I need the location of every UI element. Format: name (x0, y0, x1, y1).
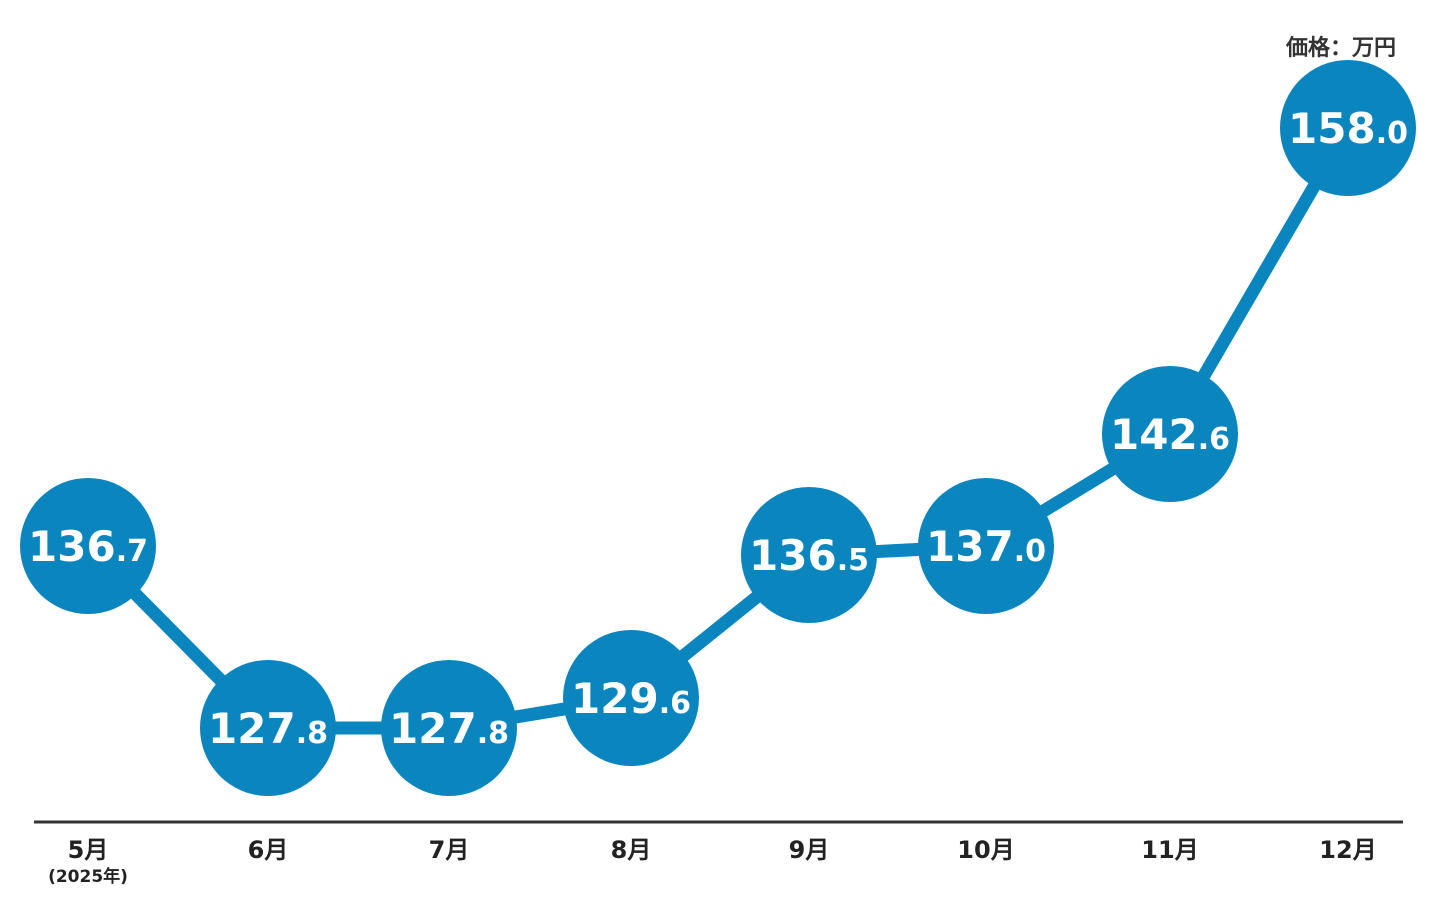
x-tick-label: 10月 (957, 836, 1014, 864)
x-tick-label: 11月 (1141, 836, 1198, 864)
data-point-circle (381, 660, 517, 796)
data-point: 127.8 (381, 660, 517, 796)
x-tick-label: 12月 (1319, 836, 1376, 864)
data-label: 158.0 (1288, 104, 1408, 153)
data-point-circle (741, 487, 877, 623)
data-label-decimal: .8 (296, 716, 328, 751)
data-label-integer: 137 (926, 522, 1014, 571)
data-label: 136.5 (749, 531, 869, 580)
data-point: 158.0 (1280, 60, 1416, 196)
data-label-integer: 129 (571, 674, 659, 723)
data-label: 129.6 (571, 674, 691, 723)
data-label-integer: 136 (749, 531, 837, 580)
x-tick-label: 5月 (68, 836, 109, 864)
data-label-decimal: .5 (837, 543, 869, 578)
data-label-integer: 127 (389, 704, 477, 753)
data-point-circle (200, 660, 336, 796)
data-point-circle (1280, 60, 1416, 196)
data-label: 142.6 (1110, 410, 1230, 459)
x-tick-label: 9月 (789, 836, 830, 864)
data-label-decimal: .0 (1376, 116, 1408, 151)
data-label: 127.8 (389, 704, 509, 753)
data-label-integer: 158 (1288, 104, 1376, 153)
data-point-circle (20, 478, 156, 614)
data-point-circle (1102, 366, 1238, 502)
data-label-decimal: .7 (116, 534, 148, 569)
data-point: 129.6 (563, 630, 699, 766)
data-label-decimal: .0 (1014, 534, 1046, 569)
data-point-circle (918, 478, 1054, 614)
data-label-integer: 127 (208, 704, 296, 753)
data-label: 136.7 (28, 522, 148, 571)
data-label: 127.8 (208, 704, 328, 753)
data-label-decimal: .8 (477, 716, 509, 751)
data-point: 127.8 (200, 660, 336, 796)
data-point: 136.5 (741, 487, 877, 623)
x-tick-label: 6月 (248, 836, 289, 864)
data-label: 137.0 (926, 522, 1046, 571)
data-label-integer: 136 (28, 522, 116, 571)
x-tick-label: 7月 (429, 836, 470, 864)
data-point: 136.7 (20, 478, 156, 614)
x-tick-year-note: (2025年) (48, 866, 128, 887)
data-label-integer: 142 (1110, 410, 1198, 459)
data-label-decimal: .6 (1198, 422, 1230, 457)
data-label-decimal: .6 (659, 686, 691, 721)
x-tick-label: 8月 (611, 836, 652, 864)
data-point: 142.6 (1102, 366, 1238, 502)
data-point-circle (563, 630, 699, 766)
unit-label: 価格：万円 (1285, 36, 1396, 61)
data-point: 137.0 (918, 478, 1054, 614)
